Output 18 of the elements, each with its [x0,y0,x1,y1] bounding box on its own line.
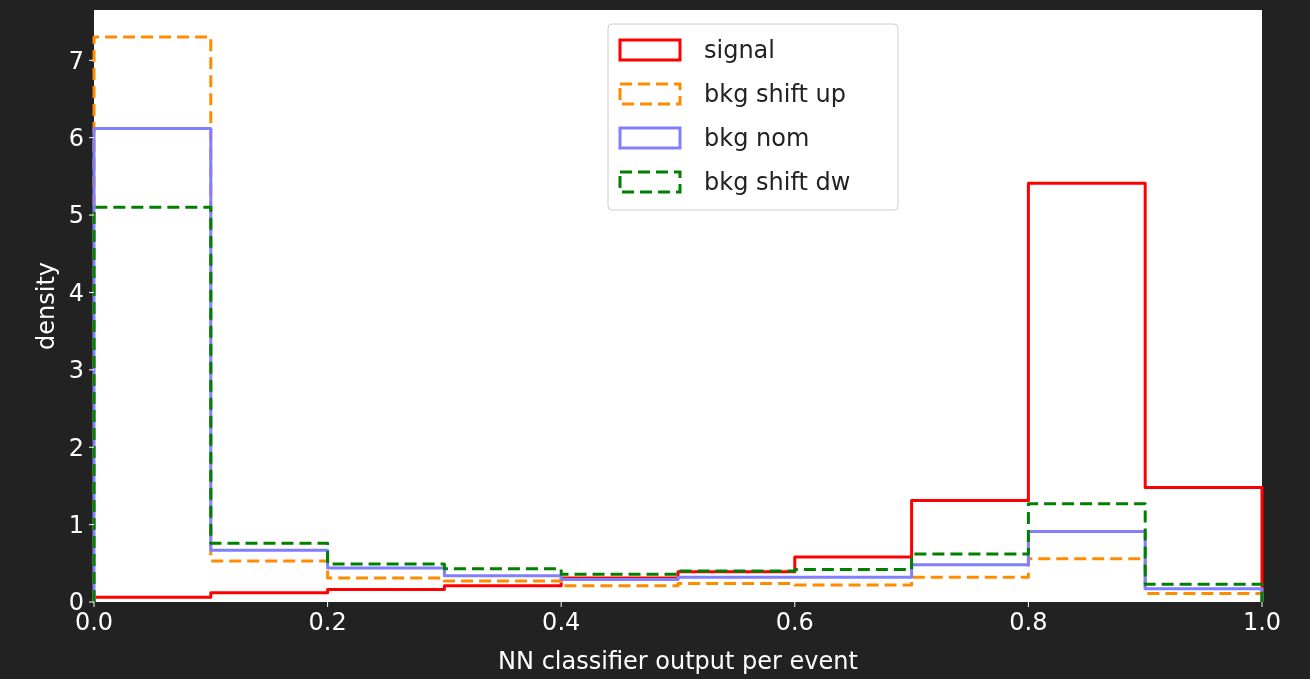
y-tick-label: 2 [68,433,84,462]
x-tick-label: 0.2 [308,608,347,636]
legend-label: bkg shift up [704,80,846,109]
x-tick-label: 0.6 [775,608,814,636]
y-tick-label: 5 [68,201,84,230]
y-tick-label: 7 [68,46,84,75]
y-axis-title: density [32,262,60,350]
y-tick-label: 6 [68,124,84,153]
legend-label: bkg shift dw [704,168,851,197]
y-tick-label: 3 [68,356,84,385]
y-tick-label: 1 [68,511,84,540]
x-tick-label: 0.8 [1009,608,1048,636]
x-tick-label: 0.4 [542,608,581,636]
x-axis-title: NN classifier output per event [498,647,858,675]
legend-label: signal [704,36,775,65]
legend-label: bkg nom [704,124,810,153]
y-tick-label: 4 [68,278,84,307]
x-tick-label: 1.0 [1242,608,1282,636]
